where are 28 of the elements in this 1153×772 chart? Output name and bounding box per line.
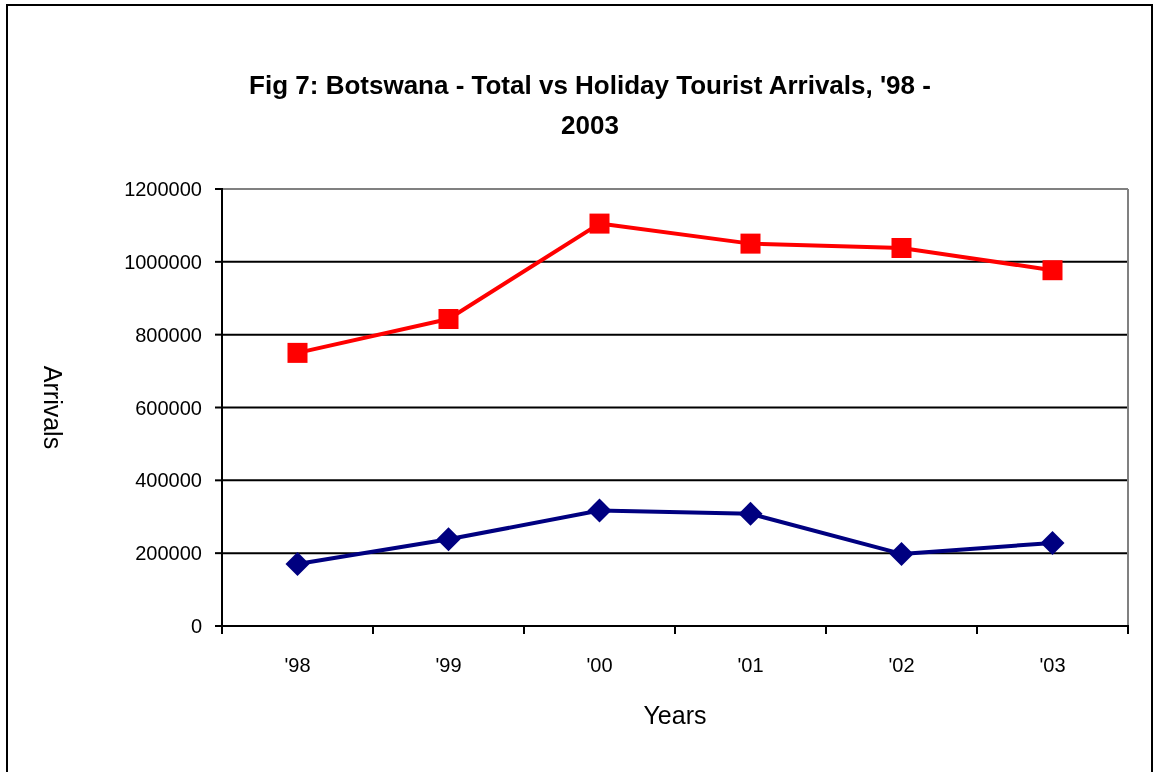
point [438, 309, 459, 330]
point [587, 498, 612, 523]
y-tick-label: 0 [190, 615, 202, 637]
y-tick-label: 200000 [135, 542, 202, 565]
point [287, 342, 308, 363]
point [1042, 260, 1063, 281]
point [436, 527, 461, 552]
x-tick-label: '98 [284, 654, 311, 676]
point [889, 541, 914, 566]
x-tick-label: '03 [1039, 654, 1066, 676]
y-tick-label: 800000 [135, 323, 202, 346]
y-axis-title: Arrivals [39, 365, 67, 450]
point [285, 552, 310, 577]
x-tick-label: '99 [435, 654, 462, 676]
point [891, 238, 912, 258]
x-tick-label: '00 [586, 654, 613, 676]
chart-title: Fig 7: Botswana - Total vs Holiday Tourist Arrivals, '98 - 2003 [249, 70, 931, 140]
x-tick-label: '01 [737, 654, 764, 676]
x-tick-label: '02 [888, 654, 915, 676]
point [589, 213, 610, 234]
point [740, 233, 761, 254]
point [1040, 530, 1065, 555]
y-tick-label: 600000 [135, 396, 202, 419]
point [738, 501, 763, 526]
y-tick-label: 400000 [135, 469, 202, 492]
x-axis-title: Years [643, 701, 707, 729]
y-tick-label: 1000000 [124, 250, 202, 273]
y-tick-label: 1200000 [124, 178, 202, 200]
